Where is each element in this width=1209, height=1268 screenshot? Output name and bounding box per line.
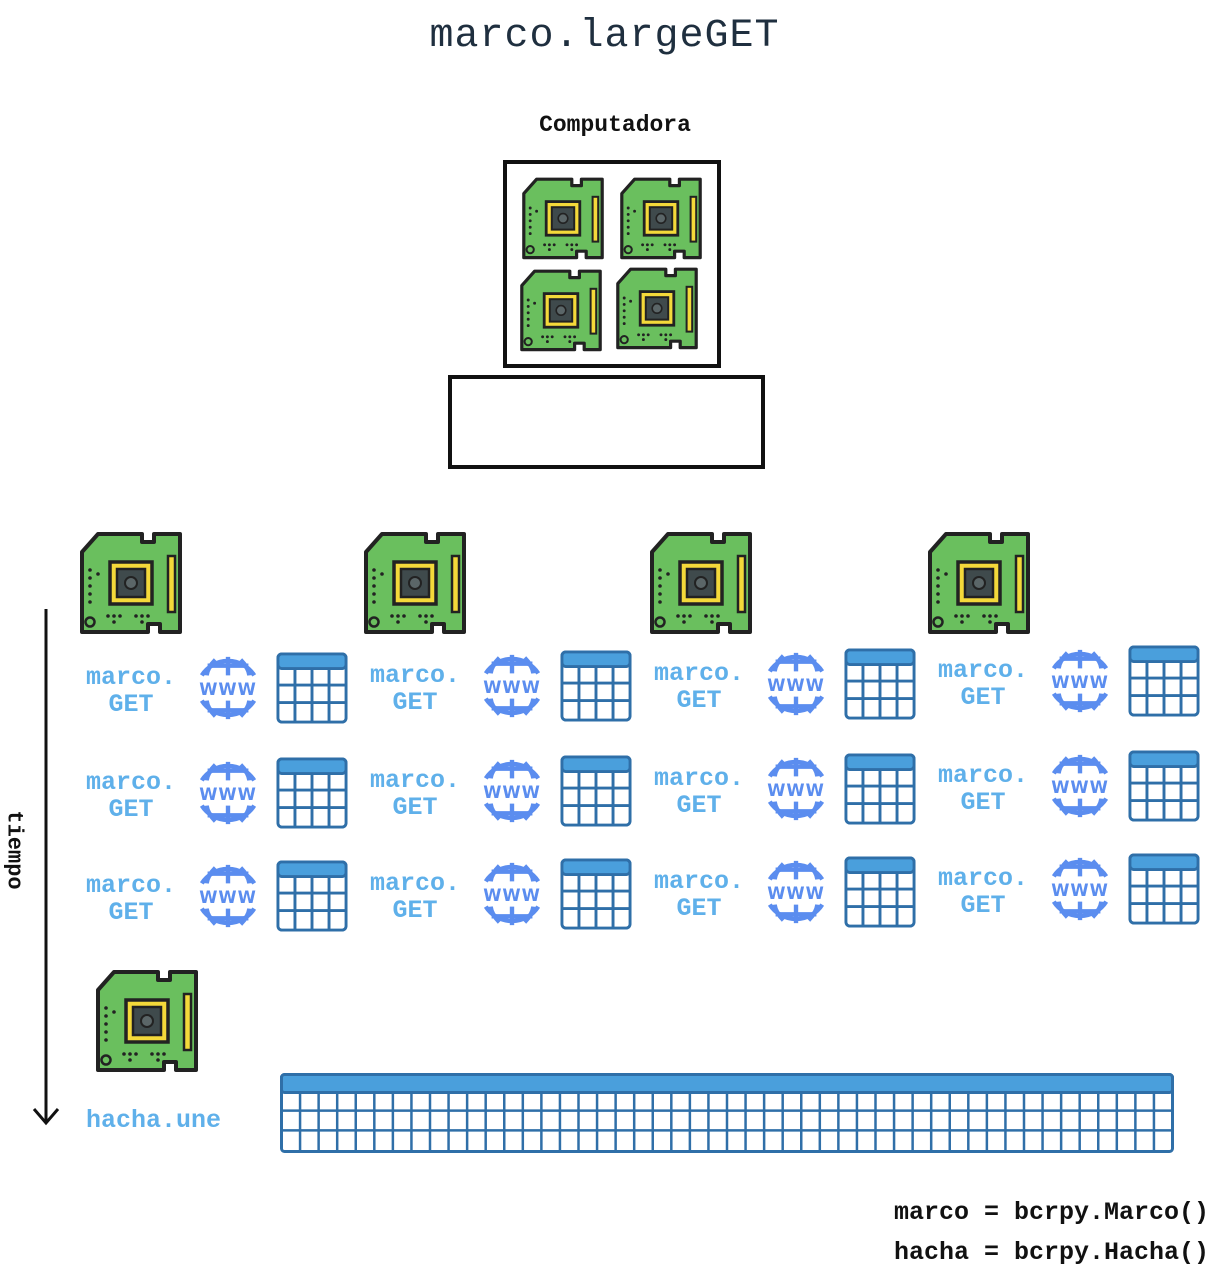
code-line-hacha: hacha = bcrpy.Hacha()	[893, 1238, 1209, 1267]
www-globe-icon	[1046, 647, 1114, 715]
request-label: marco. GET	[644, 868, 754, 922]
www-globe-icon	[478, 757, 546, 825]
request-label-line2: GET	[960, 891, 1006, 920]
request-label: marco. GET	[76, 872, 186, 926]
diagram-title: marco.largeGET	[429, 14, 780, 59]
www-globe-icon	[762, 650, 830, 718]
request-label-line1: marco.	[369, 869, 460, 898]
request-label-line1: marco.	[937, 656, 1028, 685]
cpu-chip-icon	[76, 530, 186, 640]
cpu-chip-icon	[92, 968, 202, 1078]
merged-data-table-icon	[280, 1073, 1174, 1153]
www-globe-icon	[762, 858, 830, 926]
request-label-line2: GET	[960, 683, 1006, 712]
www-globe-icon	[194, 654, 262, 722]
request-label-line2: GET	[960, 788, 1006, 817]
cpu-chip-icon	[617, 176, 705, 264]
request-label: marco. GET	[76, 664, 186, 718]
request-label: marco. GET	[360, 870, 470, 924]
cpu-chip-icon	[517, 268, 605, 356]
data-table-icon	[560, 650, 632, 722]
www-globe-icon	[1046, 855, 1114, 923]
data-table-icon	[1128, 645, 1200, 717]
cpu-chip-icon	[360, 530, 470, 640]
data-table-icon	[560, 858, 632, 930]
request-label: marco. GET	[360, 767, 470, 821]
request-label-line1: marco.	[937, 864, 1028, 893]
data-table-icon	[1128, 853, 1200, 925]
code-line-marco: marco = bcrpy.Marco()	[893, 1198, 1209, 1227]
request-label: marco. GET	[360, 662, 470, 716]
request-label-line2: GET	[392, 793, 438, 822]
request-label: marco. GET	[76, 769, 186, 823]
data-table-icon	[276, 652, 348, 724]
request-label-line2: GET	[108, 898, 154, 927]
www-globe-icon	[478, 652, 546, 720]
cpu-chip-icon	[613, 266, 701, 354]
data-table-icon	[844, 648, 916, 720]
request-label: marco. GET	[928, 865, 1038, 919]
join-label: hacha.une	[86, 1106, 222, 1135]
data-table-icon	[844, 753, 916, 825]
request-label-line2: GET	[392, 688, 438, 717]
request-label-line1: marco.	[85, 768, 176, 797]
request-label-line2: GET	[676, 686, 722, 715]
request-label: marco. GET	[928, 762, 1038, 816]
request-label-line1: marco.	[653, 867, 744, 896]
computer-box	[503, 160, 721, 368]
request-label-line1: marco.	[85, 663, 176, 692]
www-globe-icon	[194, 862, 262, 930]
data-table-icon	[276, 860, 348, 932]
request-label-line1: marco.	[653, 659, 744, 688]
cpu-chip-icon	[924, 530, 1034, 640]
request-label-line1: marco.	[85, 871, 176, 900]
data-table-icon	[276, 757, 348, 829]
www-globe-icon	[762, 755, 830, 823]
cpu-chip-icon	[646, 530, 756, 640]
request-label: marco. GET	[928, 657, 1038, 711]
cpu-chip-icon	[519, 176, 607, 264]
request-label-line1: marco.	[937, 761, 1028, 790]
www-globe-icon	[478, 860, 546, 928]
request-label-line2: GET	[676, 894, 722, 923]
www-globe-icon	[1046, 752, 1114, 820]
request-label-line1: marco.	[653, 764, 744, 793]
time-axis-label: tiempo	[1, 810, 27, 890]
request-label-line1: marco.	[369, 766, 460, 795]
data-table-icon	[560, 755, 632, 827]
request-label-line2: GET	[676, 791, 722, 820]
request-label-line2: GET	[108, 795, 154, 824]
data-table-icon	[844, 856, 916, 928]
computer-label: Computadora	[539, 112, 691, 138]
request-label: marco. GET	[644, 660, 754, 714]
request-label-line2: GET	[108, 690, 154, 719]
www-globe-icon	[194, 759, 262, 827]
time-arrow	[32, 609, 60, 1126]
request-label-line2: GET	[392, 896, 438, 925]
request-label-line1: marco.	[369, 661, 460, 690]
request-label: marco. GET	[644, 765, 754, 819]
computer-base	[448, 375, 765, 469]
data-table-icon	[1128, 750, 1200, 822]
